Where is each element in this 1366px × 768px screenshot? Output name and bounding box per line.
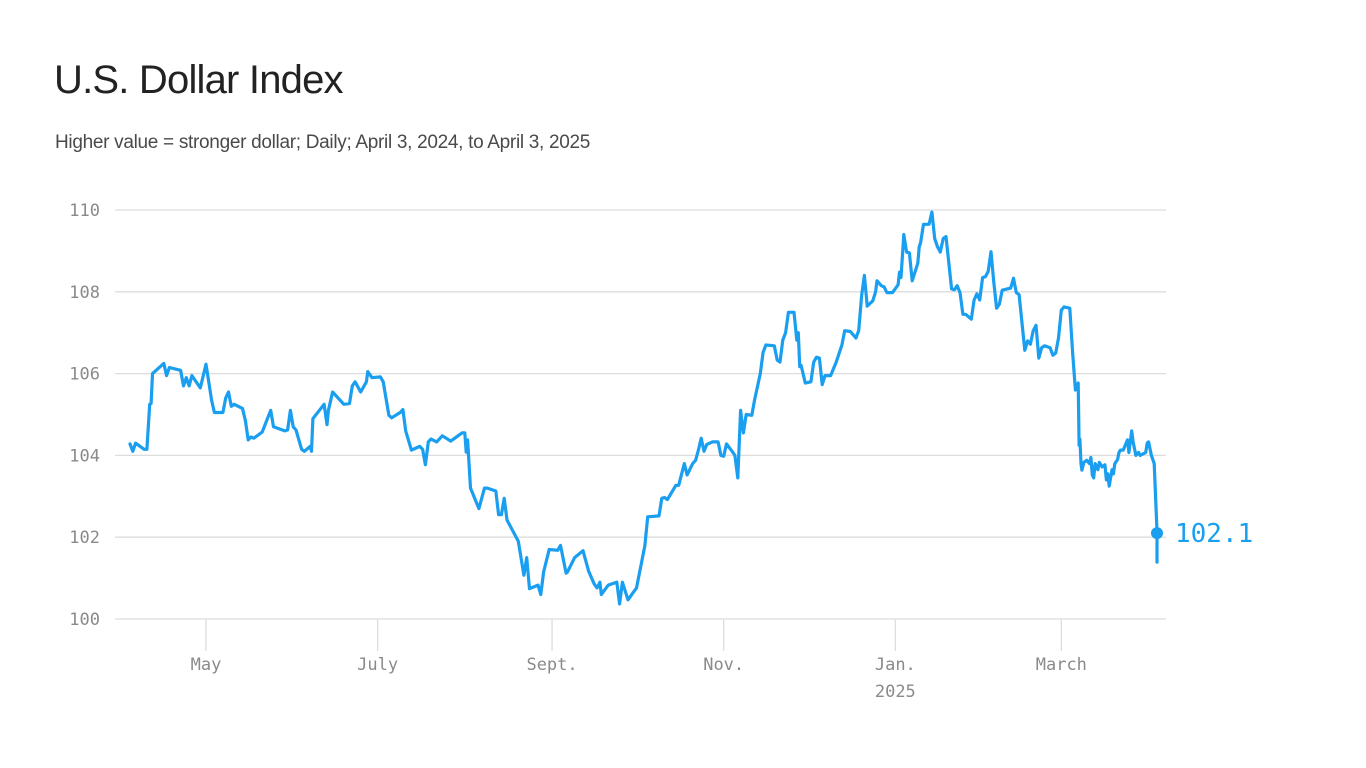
chart-subtitle: Higher value = stronger dollar; Daily; A…	[55, 132, 591, 153]
y-tick-label: 110	[69, 201, 100, 221]
x-tick-label: July	[357, 655, 398, 675]
y-gridlines	[115, 209, 1166, 620]
x-tick-label: Nov.	[703, 655, 744, 675]
y-tick-label: 106	[69, 365, 100, 385]
x-tick-year-label: 2025	[875, 682, 916, 702]
chart-title: U.S. Dollar Index	[54, 58, 344, 102]
latest-value-dot	[1151, 527, 1163, 540]
x-tick-label: Jan.	[875, 655, 916, 675]
y-tick-label: 102	[69, 528, 100, 548]
x-tick-label: March	[1036, 655, 1087, 675]
dollar-index-line	[128, 210, 1159, 606]
y-tick-label: 104	[69, 446, 100, 466]
x-tick-label: Sept.	[526, 655, 577, 675]
x-tick-label: May	[191, 655, 222, 675]
x-axis: May July Sept. Nov. Jan. 2025 March	[191, 619, 1087, 702]
y-tick-label: 108	[69, 283, 100, 303]
y-tick-label: 100	[69, 610, 100, 630]
y-axis-labels: 100 102 104 106 108 110	[69, 201, 100, 630]
latest-value-label: 102.1	[1175, 519, 1253, 549]
